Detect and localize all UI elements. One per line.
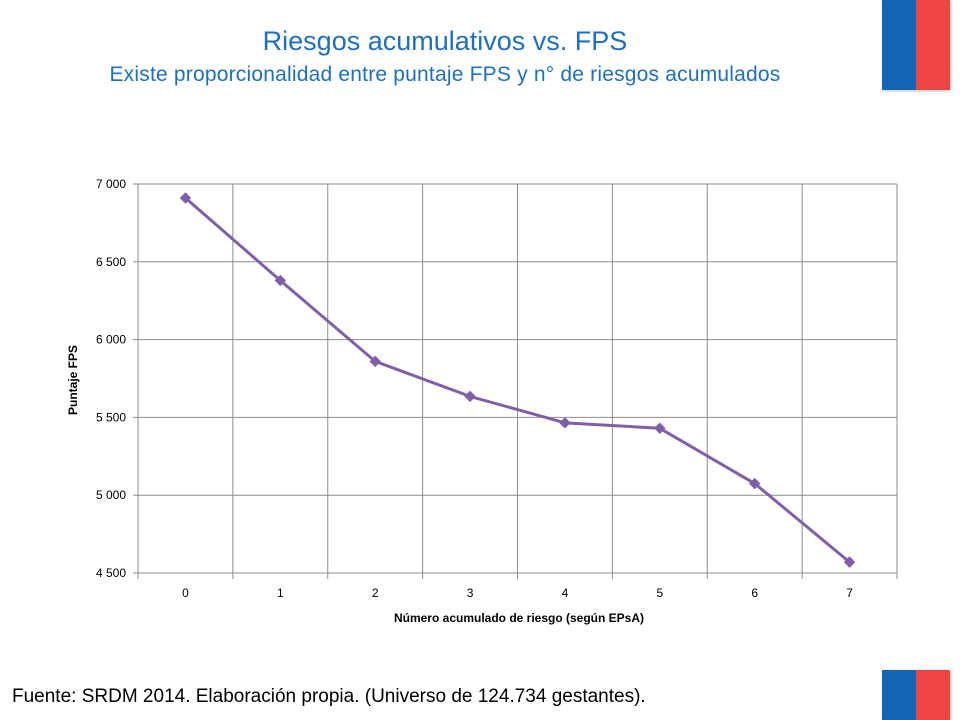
x-axis-label: Número acumulado de riesgo (según EPsA)	[394, 611, 644, 625]
flag-red-stripe	[916, 670, 950, 720]
flag-red-stripe	[916, 0, 950, 90]
y-tick-label: 6 000	[96, 333, 126, 347]
flag-blue-stripe	[882, 0, 916, 90]
data-point	[559, 417, 571, 429]
y-axis-label: Puntaje FPS	[66, 345, 80, 415]
x-tick-label: 6	[751, 586, 758, 600]
page-title: Riesgos acumulativos vs. FPS	[262, 26, 628, 56]
x-tick-label: 2	[372, 586, 379, 600]
y-tick-label: 5 000	[96, 488, 126, 502]
y-tick-label: 5 500	[96, 410, 126, 424]
x-tick-label: 0	[182, 586, 189, 600]
data-point	[179, 192, 192, 204]
x-tick-label: 1	[277, 586, 284, 600]
data-point	[464, 390, 476, 403]
data-point	[369, 355, 381, 368]
flag-blue-stripe	[882, 670, 916, 720]
flag-logo-top	[882, 0, 950, 90]
x-tick-label: 3	[467, 586, 474, 600]
series-line	[184, 196, 851, 564]
source-note: Fuente: SRDM 2014. Elaboración propia. (…	[12, 686, 646, 707]
chart-axes: 4 500 5 000 5 500 6 000 6 500 7 000 0 1 2 3 4 5 6 7	[96, 177, 898, 600]
line-chart: 4 500 5 000 5 500 6 000 6 500 7 000 0 1 2 3 4 5 6 7 N…	[66, 177, 898, 625]
chart-series	[179, 192, 856, 568]
x-tick-label: 7	[846, 586, 853, 600]
y-tick-label: 7 000	[96, 177, 126, 191]
x-tick-label: 4	[562, 586, 569, 600]
data-point	[748, 477, 761, 490]
data-point	[654, 422, 666, 434]
y-tick-label: 6 500	[96, 255, 126, 269]
data-point	[843, 556, 856, 568]
y-tick-label: 4 500	[96, 566, 126, 580]
page-subtitle: Existe proporcionalidad entre puntaje FP…	[109, 63, 781, 86]
flag-logo-bottom	[882, 670, 950, 720]
chart-grid	[137, 183, 898, 574]
data-point	[274, 274, 287, 287]
x-tick-label: 5	[656, 586, 663, 600]
